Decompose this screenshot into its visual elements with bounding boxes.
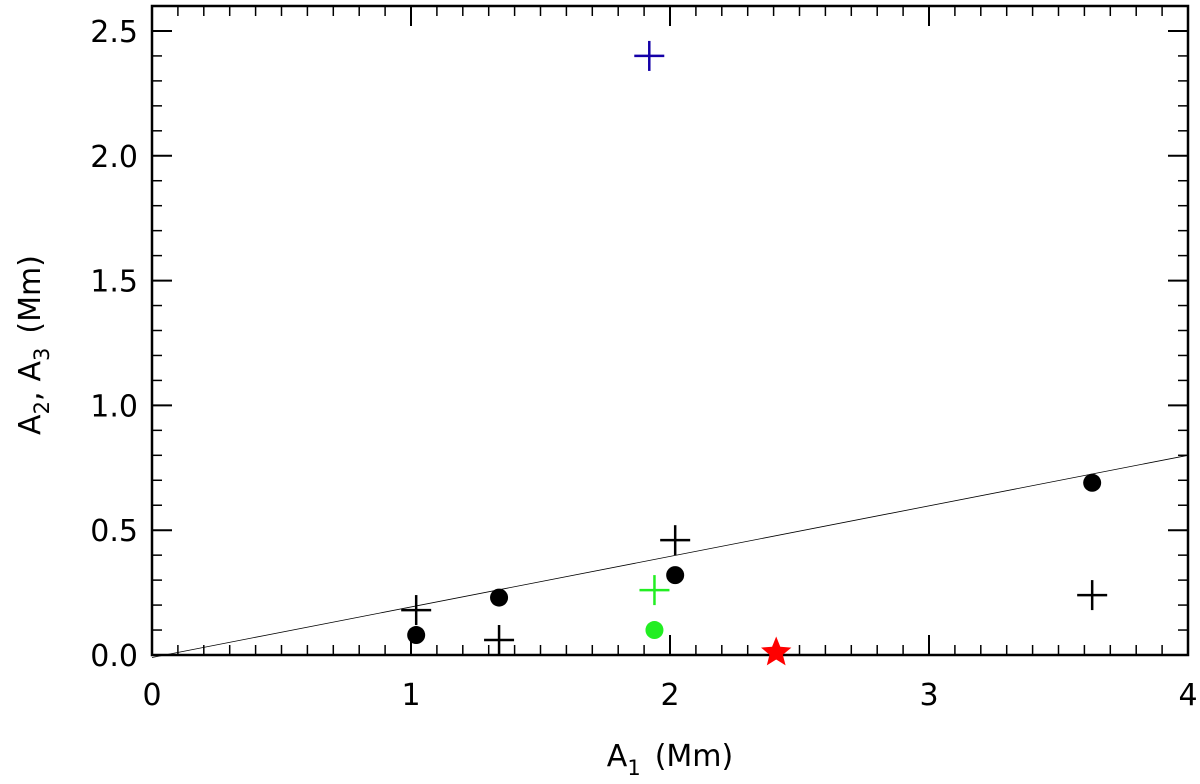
- y-tick-label: 0.5: [90, 514, 138, 549]
- y-tick-label: 1.0: [90, 389, 138, 424]
- y-tick-label: 1.5: [90, 265, 138, 300]
- y-tick-label: 2.0: [90, 140, 138, 175]
- circle-point: [490, 588, 509, 607]
- plus-point: [634, 40, 665, 71]
- star-point: [761, 636, 792, 666]
- circle-point: [407, 626, 426, 645]
- x-axis-title: A1 (Mm): [607, 739, 733, 780]
- circle-point: [666, 566, 685, 585]
- circle-point: [645, 621, 664, 640]
- y-tick-label: 0.0: [90, 639, 138, 674]
- y-axis-title: A2,A3(Mm): [13, 255, 54, 435]
- circle-point: [1083, 473, 1102, 492]
- plus-point: [660, 525, 691, 556]
- x-tick-label: 1: [401, 678, 420, 713]
- x-tick-label: 2: [660, 678, 679, 713]
- plot-frame: [150, 4, 1190, 657]
- fit-line: [151, 454, 1189, 658]
- plus-point: [1077, 580, 1108, 611]
- y-tick-label: 2.5: [90, 15, 138, 50]
- plus-point: [401, 595, 432, 626]
- x-tick-label: 0: [142, 678, 161, 713]
- plus-point: [484, 625, 515, 656]
- x-tick-label: 3: [919, 678, 938, 713]
- plus-point: [639, 575, 670, 606]
- x-tick-label: 4: [1178, 678, 1197, 713]
